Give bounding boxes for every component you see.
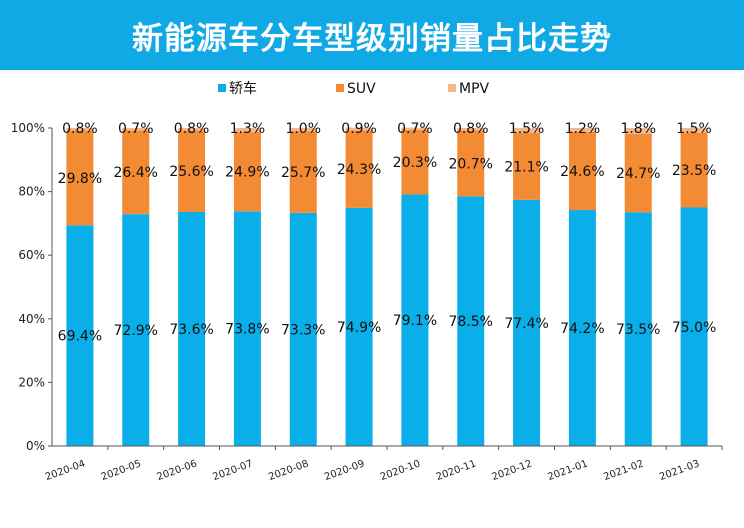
bar-segment-轿车: [289, 212, 317, 446]
data-label: 77.4%: [504, 316, 548, 332]
data-label: 29.8%: [58, 171, 102, 187]
bar-segment-SUV: [401, 129, 429, 195]
bar-segment-SUV: [233, 132, 261, 212]
x-tick-label: 2020-08: [267, 458, 310, 483]
data-label: 0.7%: [397, 121, 433, 137]
bar-segment-MPV: [568, 128, 596, 132]
bar-segment-SUV: [345, 130, 373, 208]
data-label: 1.3%: [230, 121, 266, 137]
data-label: 72.9%: [114, 323, 158, 339]
bar-segment-SUV: [680, 132, 708, 208]
data-label: 69.4%: [58, 329, 102, 345]
bar-segment-MPV: [233, 128, 261, 133]
bar-segment-MPV: [401, 127, 429, 130]
stacked-bar-chart: 轿车 SUV MPV 69.4% 29.8% 0.8% 72.9% 26.4% 0.7% 73.6…: [11, 80, 723, 483]
legend-swatch: [448, 84, 456, 92]
legend-label: MPV: [459, 81, 490, 97]
x-tick-label: 2020-06: [156, 458, 199, 483]
bar-segment-SUV: [513, 132, 541, 200]
x-tick-label: 2020-07: [211, 458, 254, 483]
bar-segment-SUV: [568, 131, 596, 211]
bar-segment-轿车: [513, 199, 541, 446]
legend-label: 轿车: [229, 80, 257, 97]
y-tick-label: 80%: [18, 185, 45, 199]
bar-segment-MPV: [66, 128, 94, 131]
y-tick-label: 60%: [18, 248, 45, 262]
data-label: 73.8%: [225, 322, 269, 338]
title-banner: 新能源车分车型级别销量占比走势: [0, 0, 744, 70]
x-tick-label: 2021-02: [602, 458, 645, 483]
bar-segment-MPV: [289, 128, 317, 132]
data-label: 1.5%: [676, 121, 712, 137]
bar-segment-SUV: [457, 130, 485, 197]
x-tick-label: 2020-04: [44, 458, 87, 483]
x-tick-label: 2020-11: [435, 458, 478, 483]
data-label: 73.5%: [616, 322, 660, 338]
legend-label: SUV: [347, 81, 376, 97]
data-label: 0.8%: [453, 121, 489, 137]
data-label: 75.0%: [672, 320, 716, 336]
bar-segment-MPV: [178, 128, 206, 131]
bar-segment-MPV: [457, 128, 485, 131]
y-tick-label: 20%: [18, 375, 45, 389]
bar-segment-轿车: [233, 211, 261, 446]
bar-segment-SUV: [122, 130, 150, 215]
y-tick-label: 40%: [18, 312, 45, 326]
bar-segment-轿车: [122, 214, 150, 446]
data-label: 1.0%: [285, 121, 321, 137]
bar-segment-轿车: [401, 194, 429, 446]
data-label: 24.7%: [616, 166, 660, 182]
bar-segment-轿车: [345, 207, 373, 446]
data-label: 79.1%: [393, 313, 437, 329]
x-tick-label: 2021-01: [546, 458, 589, 483]
data-label: 74.2%: [560, 321, 604, 337]
data-label: 1.2%: [565, 121, 601, 137]
legend-swatch: [336, 84, 344, 92]
bar-segment-轿车: [624, 212, 652, 446]
legend-swatch: [218, 84, 226, 92]
data-label: 20.3%: [393, 155, 437, 171]
data-label: 1.8%: [620, 121, 656, 137]
x-tick-label: 2020-09: [323, 458, 366, 483]
bar-segment-MPV: [345, 127, 373, 131]
data-label: 26.4%: [114, 165, 158, 181]
data-label: 23.5%: [672, 163, 716, 179]
data-label: 24.9%: [225, 165, 269, 181]
data-label: 78.5%: [449, 314, 493, 330]
x-tick-label: 2021-03: [658, 458, 701, 483]
data-label: 21.1%: [504, 159, 548, 175]
data-label: 24.6%: [560, 164, 604, 180]
data-label: 74.9%: [337, 320, 381, 336]
bar-segment-轿车: [66, 225, 94, 446]
bar-segment-MPV: [513, 128, 541, 133]
data-label: 24.3%: [337, 162, 381, 178]
chart-title: 新能源车分车型级别销量占比走势: [132, 20, 612, 57]
x-tick-label: 2020-12: [491, 458, 534, 483]
bar-segment-轿车: [457, 196, 485, 446]
bar-segment-轿车: [568, 210, 596, 446]
data-label: 0.8%: [174, 121, 210, 137]
bar-segment-SUV: [178, 130, 206, 212]
data-label: 73.6%: [169, 322, 213, 338]
data-label: 25.6%: [169, 164, 213, 180]
y-tick-label: 100%: [11, 121, 45, 135]
data-label: 73.3%: [281, 322, 325, 338]
x-tick-label: 2020-05: [100, 458, 143, 483]
data-label: 25.7%: [281, 165, 325, 181]
data-label: 1.5%: [509, 121, 545, 137]
y-tick-label: 0%: [26, 439, 45, 453]
x-tick-label: 2020-10: [379, 458, 422, 483]
bar-segment-轿车: [178, 211, 206, 446]
bar-segment-SUV: [624, 133, 652, 213]
data-label: 0.7%: [118, 121, 154, 137]
data-label: 0.9%: [341, 121, 377, 137]
bar-segment-轿车: [680, 207, 708, 446]
bar-segment-MPV: [624, 128, 652, 134]
bar-segment-MPV: [122, 128, 150, 131]
bar-segment-SUV: [289, 131, 317, 213]
bar-segment-MPV: [680, 128, 708, 133]
bar-segment-SUV: [66, 130, 94, 226]
data-label: 20.7%: [449, 156, 493, 172]
data-label: 0.8%: [62, 121, 98, 137]
